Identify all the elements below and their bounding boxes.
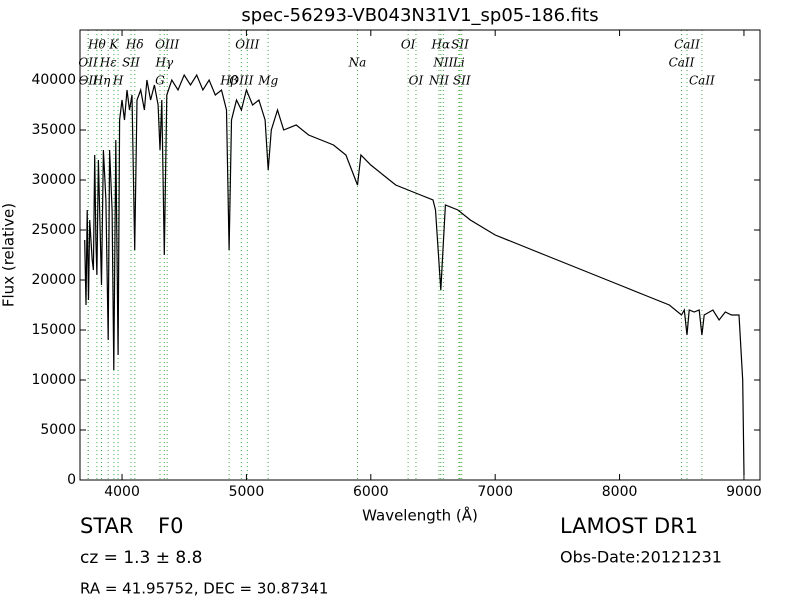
y-tick-label: 15000	[31, 322, 76, 338]
spectral-line-label: Hα	[431, 38, 451, 52]
y-tick-label: 25000	[31, 222, 76, 238]
y-tick-label: 10000	[31, 372, 76, 388]
spectral-line-label: CaII	[669, 56, 695, 70]
spectral-line-label: Hθ	[87, 38, 106, 52]
spectral-line-label: OIII	[229, 74, 253, 88]
chart-title: spec-56293-VB043N31V1_sp05-186.fits	[241, 5, 598, 26]
spectrum	[84, 73, 745, 476]
y-tick-label: 5000	[40, 422, 76, 438]
spectral-line-label: Hε	[99, 56, 117, 70]
x-tick-label: 9000	[726, 484, 762, 500]
x-tick-label: 6000	[353, 484, 389, 500]
spectral-line-label: Na	[348, 56, 367, 70]
spectral-line-label: Hγ	[155, 56, 174, 70]
obs-date: Obs-Date:20121231	[560, 548, 722, 567]
spectral-line-label: Li	[452, 56, 465, 70]
y-tick-label: 40000	[31, 72, 76, 88]
release: LAMOST DR1	[560, 514, 698, 538]
y-tick-label: 20000	[31, 272, 76, 288]
x-tick-label: 5000	[229, 484, 265, 500]
spectral-line-label: CaII	[674, 38, 700, 52]
spectral-line-label: Hβ	[219, 74, 237, 88]
spectral-line-label: H	[112, 74, 124, 88]
x-tick-label: 7000	[477, 484, 513, 500]
y-axis-label: Flux (relative)	[0, 203, 18, 307]
spectral-line-label: OIII	[155, 38, 179, 52]
spectral-line-label: K	[108, 38, 119, 52]
spectral-line-label: SII	[122, 56, 140, 70]
spectral-line-label: OI	[401, 38, 416, 52]
spectral-line-label: SII	[453, 74, 471, 88]
y-tick-label: 30000	[31, 172, 76, 188]
spectral-line-label: NII	[428, 74, 449, 88]
spectral-line-label: OI	[409, 74, 424, 88]
coords: RA = 41.95752, DEC = 30.87341	[80, 580, 328, 598]
redshift: cz = 1.3 ± 8.8	[80, 548, 202, 568]
x-tick-label: 8000	[602, 484, 638, 500]
y-tick-label: 0	[67, 472, 76, 488]
plot-frame	[79, 29, 761, 481]
spectral-line-label: OIII	[235, 38, 259, 52]
spectral-line-label: OII	[79, 74, 99, 88]
spectral-line-label: CaII	[689, 74, 715, 88]
spectral-line-label: Hδ	[125, 38, 144, 52]
spectral-line-label: Hη	[92, 74, 111, 88]
class: STAR	[80, 514, 133, 538]
x-axis-label: Wavelength (Å)	[362, 506, 478, 525]
y-tick-label: 35000	[31, 122, 76, 138]
spectral-line-label: G	[155, 74, 165, 88]
x-tick-label: 4000	[104, 484, 140, 500]
spectral-line-label: SII	[451, 38, 469, 52]
spectral-line-label: NII	[432, 56, 453, 70]
spectral-line-label: Mg	[257, 74, 278, 88]
subclass: F0	[158, 514, 183, 538]
